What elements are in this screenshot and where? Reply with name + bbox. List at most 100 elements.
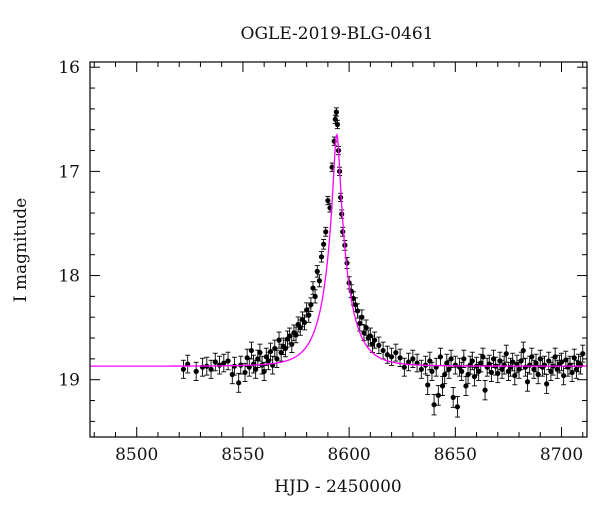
data-point xyxy=(558,359,565,365)
x-tick-label: 8700 xyxy=(540,445,583,465)
data-point xyxy=(524,379,531,385)
data-point xyxy=(448,356,454,362)
data-point xyxy=(533,360,539,366)
data-point xyxy=(376,342,382,348)
data-point xyxy=(561,372,567,379)
data-point xyxy=(580,351,586,357)
data-point xyxy=(454,404,461,410)
y-tick-label: 19 xyxy=(58,371,80,391)
data-point xyxy=(459,368,465,374)
data-point xyxy=(393,350,399,356)
y-tick-label: 18 xyxy=(58,267,80,287)
data-point xyxy=(314,268,320,274)
data-point xyxy=(301,319,308,326)
data-point xyxy=(405,359,412,365)
data-point xyxy=(431,402,437,408)
data-point xyxy=(505,368,512,374)
x-axis-label: HJD - 2450000 xyxy=(274,477,402,497)
data-point xyxy=(323,229,329,235)
data-point xyxy=(384,352,390,358)
data-point xyxy=(535,371,541,378)
data-point xyxy=(278,350,284,356)
data-point xyxy=(512,372,518,379)
data-point xyxy=(554,366,560,372)
data-point xyxy=(541,362,548,368)
data-point xyxy=(248,347,255,354)
data-point xyxy=(499,366,505,372)
data-point xyxy=(229,371,235,378)
data-point xyxy=(236,380,242,386)
data-point xyxy=(510,359,516,365)
data-point xyxy=(569,369,575,376)
axis-ticks: 8500 8550 8600 8650 8700 16 17 18 19 xyxy=(58,58,587,465)
data-point xyxy=(293,332,299,338)
data-point xyxy=(476,368,482,374)
data-point xyxy=(520,347,526,354)
data-point xyxy=(321,241,327,247)
data-point xyxy=(308,302,314,308)
data-point xyxy=(289,341,295,347)
data-point xyxy=(442,371,448,378)
data-point xyxy=(257,350,263,356)
data-point xyxy=(221,360,227,366)
x-tick-label: 8550 xyxy=(221,445,264,465)
plot-area xyxy=(90,107,587,418)
data-point xyxy=(537,356,543,362)
y-tick-label: 16 xyxy=(58,58,80,78)
data-point xyxy=(261,368,267,374)
data-point xyxy=(401,364,407,370)
data-point xyxy=(361,330,367,336)
data-point xyxy=(225,358,231,364)
y-axis-label: I magnitude xyxy=(11,198,31,302)
data-point xyxy=(333,109,339,115)
data-point xyxy=(410,356,416,362)
data-point xyxy=(503,351,509,357)
data-point xyxy=(482,387,488,393)
data-point xyxy=(465,371,471,378)
data-point xyxy=(388,354,395,360)
data-point xyxy=(573,366,579,372)
data-point xyxy=(495,370,501,377)
data-point xyxy=(276,337,282,343)
data-point xyxy=(578,362,584,368)
data-point xyxy=(193,368,199,374)
data-point xyxy=(212,359,218,365)
plot-frame xyxy=(89,61,588,438)
data-point xyxy=(463,383,469,389)
data-point xyxy=(531,366,537,372)
data-point xyxy=(363,325,369,331)
chart-title: OGLE-2019-BLG-0461 xyxy=(241,24,434,44)
data-point xyxy=(486,361,492,367)
data-point xyxy=(263,354,269,360)
data-point xyxy=(497,358,503,364)
data-point xyxy=(255,356,261,362)
data-point xyxy=(501,362,507,368)
data-point xyxy=(180,366,187,372)
data-point xyxy=(548,368,554,374)
data-point xyxy=(369,341,376,347)
x-tick-label: 8650 xyxy=(434,445,477,465)
data-point xyxy=(380,347,386,354)
data-point xyxy=(529,354,535,360)
data-point xyxy=(571,355,577,361)
data-point xyxy=(469,358,475,364)
data-point xyxy=(439,383,446,389)
data-point xyxy=(444,360,450,366)
data-point xyxy=(425,382,431,388)
data-point xyxy=(435,392,441,398)
data-point xyxy=(325,197,331,204)
data-point xyxy=(267,348,274,355)
data-point xyxy=(418,366,424,372)
data-point xyxy=(185,361,191,367)
data-point xyxy=(242,369,248,376)
data-point xyxy=(334,121,341,128)
data-point xyxy=(437,354,444,360)
data-point xyxy=(355,308,361,314)
data-point xyxy=(480,354,486,360)
data-point xyxy=(397,355,403,361)
x-tick-label: 8500 xyxy=(115,445,158,465)
data-point xyxy=(350,295,356,302)
model-curve xyxy=(90,132,587,367)
data-point xyxy=(359,314,365,320)
